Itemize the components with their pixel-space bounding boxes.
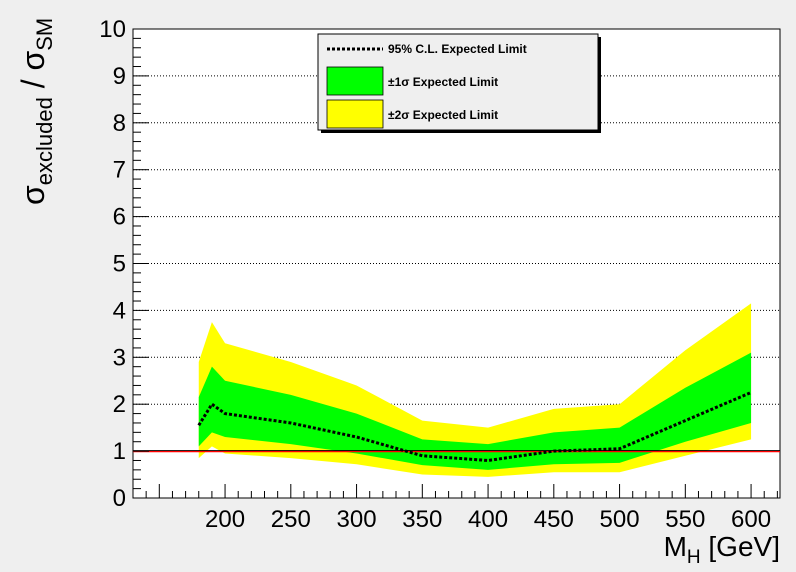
x-tick-label: 400 [468,506,508,533]
x-tick-label: 350 [402,506,442,533]
y-axis: 0 1 2 3 4 5 6 7 8 9 10 [99,16,149,512]
bands-layer [198,303,752,477]
x-axis: 200 250 300 350 400 450 500 550 600 [145,484,778,533]
y-axis-title-sub1: excluded [32,97,57,185]
y-tick-label: 7 [113,157,126,184]
x-tick-label: 600 [731,506,771,533]
legend-label-2sigma: ±2σ Expected Limit [388,108,498,122]
y-tick-label: 1 [113,438,126,465]
legend-label-1sigma: ±1σ Expected Limit [388,75,498,89]
x-tick-label: 250 [271,506,311,533]
x-tick-label: 200 [205,506,245,533]
x-tick-label: 550 [665,506,705,533]
x-tick-label: 450 [534,506,574,533]
legend-swatch-1sigma [326,66,384,96]
expected-limit-line [197,391,752,462]
y-tick-label: 9 [113,63,126,90]
y-tick-label: 10 [99,16,126,43]
y-tick-label: 8 [113,110,126,137]
y-axis-title-sub2: SM [32,18,57,51]
y-axis-title-sep: / σ [15,51,51,98]
y-tick-label: 4 [113,297,126,324]
x-axis-title-main: M [664,531,687,562]
y-tick-label: 0 [113,485,126,512]
y-tick-label: 5 [113,251,126,278]
y-axis-title: σexcluded / σSM [15,18,57,205]
band-1sigma [198,352,752,470]
legend-swatch-2sigma [326,99,384,129]
y-tick-label: 3 [113,344,126,371]
legend: 95% C.L. Expected Limit ±1σ Expected Lim… [317,33,601,133]
y-axis-title-main: σ [15,185,51,205]
x-tick-label: 500 [600,506,640,533]
x-axis-title-sub: H [687,547,701,568]
y-tick-label: 2 [113,391,126,418]
y-tick-label: 6 [113,204,126,231]
x-axis-title: MH [GeV] [664,531,780,568]
lines-layer [133,391,780,462]
x-axis-title-unit: [GeV] [701,531,780,562]
x-tick-label: 300 [337,506,377,533]
legend-label-expected: 95% C.L. Expected Limit [388,42,527,56]
